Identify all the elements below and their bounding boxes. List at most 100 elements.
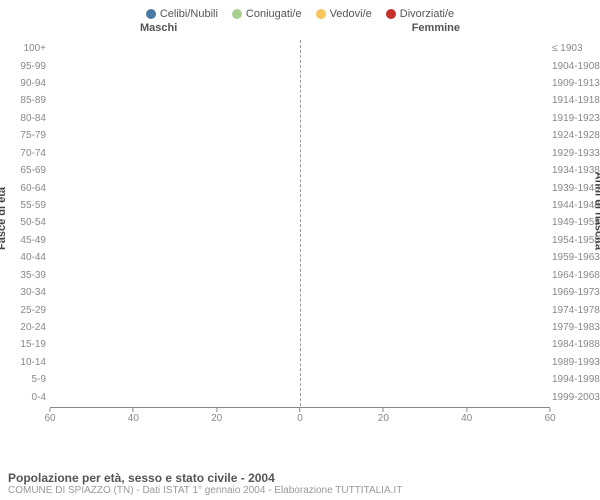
y-axis-title-left: Fasce di età xyxy=(0,187,8,250)
legend-swatch xyxy=(316,9,326,19)
bar-group xyxy=(50,372,550,387)
birth-label: 1999-2003 xyxy=(552,392,600,403)
age-label: 80-84 xyxy=(8,113,46,124)
bar-group xyxy=(50,250,550,265)
bar-group xyxy=(50,215,550,230)
age-label: 70-74 xyxy=(8,148,46,159)
bar-group xyxy=(50,180,550,195)
age-row: 0-41999-2003 xyxy=(50,389,550,406)
bar-group xyxy=(50,93,550,108)
age-row: 15-191984-1988 xyxy=(50,336,550,353)
bar-group xyxy=(50,198,550,213)
birth-label: 1969-1973 xyxy=(552,287,600,298)
age-label: 55-59 xyxy=(8,200,46,211)
x-tick: 60 xyxy=(544,408,555,424)
birth-label: 1974-1978 xyxy=(552,305,600,316)
legend-label: Celibi/Nubili xyxy=(160,8,218,20)
age-label: 100+ xyxy=(8,43,46,54)
age-label: 65-69 xyxy=(8,165,46,176)
legend-label: Vedovi/e xyxy=(330,8,372,20)
age-row: 75-791924-1928 xyxy=(50,127,550,144)
birth-label: 1909-1913 xyxy=(552,78,600,89)
x-tick: 20 xyxy=(378,408,389,424)
chart-rows: 100+≤ 190395-991904-190890-941909-191385… xyxy=(50,40,550,406)
birth-label: 1964-1968 xyxy=(552,270,600,281)
legend-swatch xyxy=(146,9,156,19)
age-label: 35-39 xyxy=(8,270,46,281)
chart-footer: Popolazione per età, sesso e stato civil… xyxy=(8,471,592,496)
age-row: 30-341969-1973 xyxy=(50,284,550,301)
age-label: 25-29 xyxy=(8,305,46,316)
legend-swatch xyxy=(386,9,396,19)
bar-group xyxy=(50,390,550,405)
bar-group xyxy=(50,76,550,91)
label-female: Femmine xyxy=(412,22,460,34)
bar-group xyxy=(50,233,550,248)
age-label: 50-54 xyxy=(8,217,46,228)
age-row: 85-891914-1918 xyxy=(50,92,550,109)
age-label: 90-94 xyxy=(8,78,46,89)
age-row: 25-291974-1978 xyxy=(50,301,550,318)
x-tick: 40 xyxy=(128,408,139,424)
age-row: 95-991904-1908 xyxy=(50,57,550,74)
legend-label: Divorziati/e xyxy=(400,8,454,20)
y-axis-title-right: Anni di nascita xyxy=(592,172,600,250)
birth-label: 1959-1963 xyxy=(552,252,600,263)
age-row: 70-741929-1933 xyxy=(50,145,550,162)
age-row: 45-491954-1958 xyxy=(50,232,550,249)
birth-label: 1989-1993 xyxy=(552,357,600,368)
x-axis: 6040200204060 xyxy=(50,407,550,422)
age-label: 20-24 xyxy=(8,322,46,333)
age-row: 35-391964-1968 xyxy=(50,267,550,284)
bar-group xyxy=(50,128,550,143)
birth-label: ≤ 1903 xyxy=(552,43,600,54)
bar-group xyxy=(50,302,550,317)
x-tick: 40 xyxy=(461,408,472,424)
age-row: 50-541949-1953 xyxy=(50,214,550,231)
birth-label: 1984-1988 xyxy=(552,339,600,350)
legend-label: Coniugati/e xyxy=(246,8,302,20)
bar-group xyxy=(50,337,550,352)
legend-swatch xyxy=(232,9,242,19)
legend-item: Celibi/Nubili xyxy=(146,8,218,20)
birth-label: 1914-1918 xyxy=(552,95,600,106)
age-label: 10-14 xyxy=(8,357,46,368)
age-row: 80-841919-1923 xyxy=(50,110,550,127)
age-row: 40-441959-1963 xyxy=(50,249,550,266)
birth-label: 1979-1983 xyxy=(552,322,600,333)
birth-label: 1929-1933 xyxy=(552,148,600,159)
bar-group xyxy=(50,111,550,126)
birth-label: 1904-1908 xyxy=(552,61,600,72)
age-label: 75-79 xyxy=(8,130,46,141)
age-label: 85-89 xyxy=(8,95,46,106)
bar-group xyxy=(50,268,550,283)
bar-group xyxy=(50,41,550,56)
age-label: 40-44 xyxy=(8,252,46,263)
age-row: 20-241979-1983 xyxy=(50,319,550,336)
pyramid-chart: Maschi Femmine 100+≤ 190395-991904-19089… xyxy=(50,22,550,432)
age-label: 95-99 xyxy=(8,61,46,72)
age-label: 30-34 xyxy=(8,287,46,298)
age-row: 10-141989-1993 xyxy=(50,354,550,371)
age-row: 55-591944-1948 xyxy=(50,197,550,214)
age-label: 5-9 xyxy=(8,374,46,385)
chart-subtitle: COMUNE DI SPIAZZO (TN) - Dati ISTAT 1° g… xyxy=(8,485,592,496)
legend-item: Divorziati/e xyxy=(386,8,454,20)
bar-group xyxy=(50,146,550,161)
birth-label: 1994-1998 xyxy=(552,374,600,385)
birth-label: 1919-1923 xyxy=(552,113,600,124)
bar-group xyxy=(50,355,550,370)
age-label: 60-64 xyxy=(8,183,46,194)
age-row: 65-691934-1938 xyxy=(50,162,550,179)
bar-group xyxy=(50,58,550,73)
age-label: 45-49 xyxy=(8,235,46,246)
x-tick: 0 xyxy=(297,408,303,424)
age-row: 60-641939-1943 xyxy=(50,179,550,196)
age-row: 90-941909-1913 xyxy=(50,75,550,92)
age-row: 5-91994-1998 xyxy=(50,371,550,388)
legend-item: Vedovi/e xyxy=(316,8,372,20)
bar-group xyxy=(50,285,550,300)
birth-label: 1924-1928 xyxy=(552,130,600,141)
age-row: 100+≤ 1903 xyxy=(50,40,550,57)
bar-group xyxy=(50,320,550,335)
